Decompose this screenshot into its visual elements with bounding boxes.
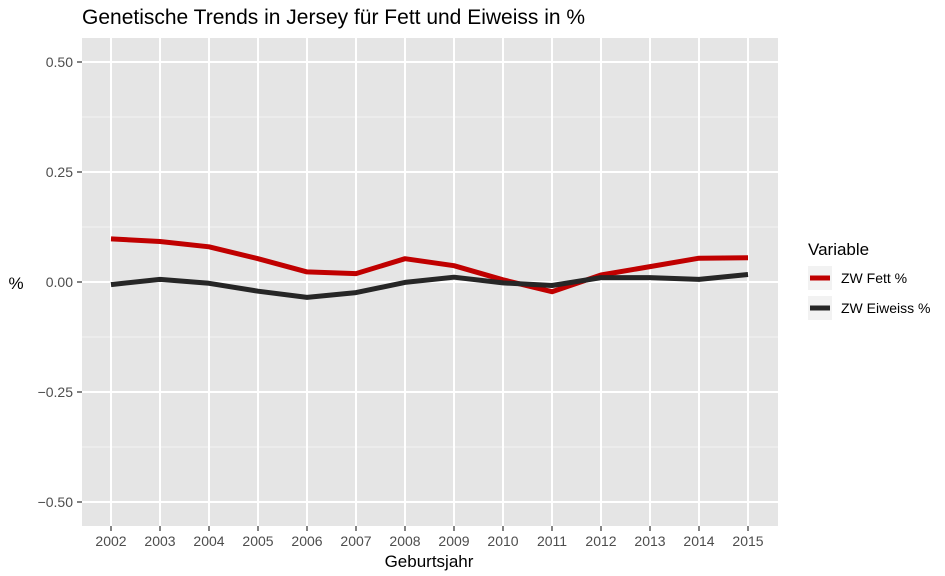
y-tick-label: 0.50 [46, 54, 73, 70]
x-tick-label: 2002 [95, 533, 126, 549]
y-tick-label: −0.25 [38, 384, 74, 400]
y-tick-label: 0.00 [46, 274, 73, 290]
x-tick-label: 2010 [487, 533, 518, 549]
x-tick-label: 2005 [242, 533, 273, 549]
chart-title: Genetische Trends in Jersey für Fett und… [82, 6, 585, 29]
y-axis-title: % [8, 274, 23, 293]
legend-title: Variable [808, 240, 869, 259]
y-tick-label: 0.25 [46, 164, 73, 180]
major-gridlines [82, 38, 778, 526]
x-tick-label: 2008 [389, 533, 420, 549]
x-tick-label: 2013 [634, 533, 665, 549]
legend-label: ZW Fett % [841, 270, 907, 286]
x-tick-label: 2012 [585, 533, 616, 549]
x-axis-title: Geburtsjahr [385, 552, 474, 571]
series-line-1 [110, 236, 749, 295]
legend-label: ZW Eiweiss % [841, 300, 930, 316]
x-tick-label: 2006 [291, 533, 322, 549]
series-lines [110, 236, 749, 300]
x-tick-label: 2014 [683, 533, 714, 549]
x-tick-label: 2011 [537, 533, 567, 549]
x-axis: 2002 2003 2004 2005 2006 2007 2008 2009 2010 2011… [95, 526, 764, 549]
minor-gridlines [82, 116, 778, 448]
legend: Variable ZW Fett % ZW Eiweiss % [808, 240, 930, 320]
x-tick-label: 2015 [732, 533, 763, 549]
series-line-2 [110, 272, 749, 300]
x-tick-label: 2004 [193, 533, 224, 549]
x-tick-label: 2007 [340, 533, 371, 549]
x-tick-label: 2003 [144, 533, 175, 549]
y-axis: 0.50 0.25 0.00 −0.25 −0.50 [38, 54, 82, 510]
y-tick-label: −0.50 [38, 494, 74, 510]
x-tick-label: 2009 [438, 533, 469, 549]
